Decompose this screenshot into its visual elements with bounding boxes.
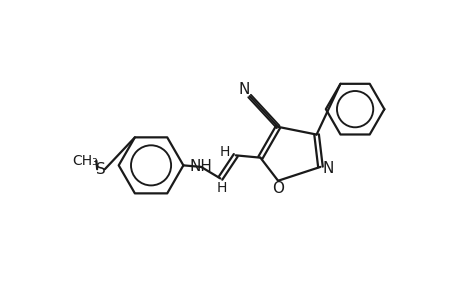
Text: N: N	[322, 161, 333, 176]
Text: S: S	[96, 162, 106, 177]
Text: CH₃: CH₃	[73, 154, 98, 168]
Text: O: O	[272, 181, 284, 196]
Text: NH: NH	[189, 159, 212, 174]
Text: N: N	[238, 82, 249, 98]
Text: H: H	[216, 181, 227, 195]
Text: H: H	[219, 145, 230, 159]
